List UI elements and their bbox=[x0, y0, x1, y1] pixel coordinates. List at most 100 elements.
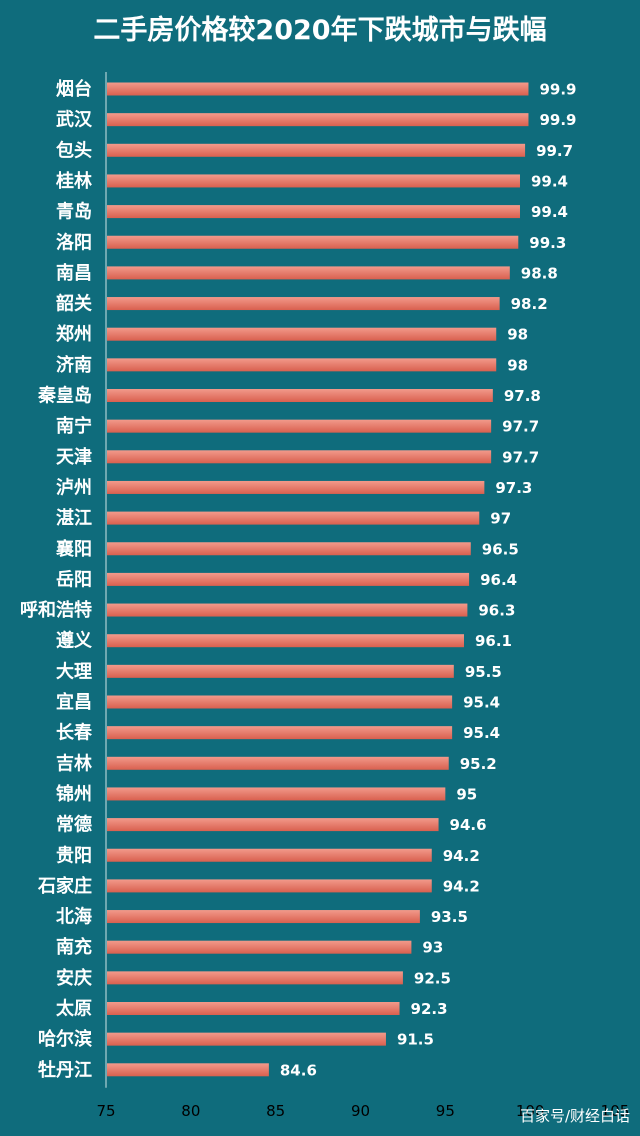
bar bbox=[107, 389, 493, 402]
category-label: 洛阳 bbox=[56, 231, 92, 253]
category-label: 吉林 bbox=[56, 752, 92, 774]
bar bbox=[107, 542, 471, 556]
bar bbox=[107, 450, 492, 464]
value-label: 94.2 bbox=[443, 877, 480, 895]
value-label: 97.7 bbox=[502, 448, 539, 466]
category-label: 大理 bbox=[56, 660, 92, 682]
bar bbox=[107, 327, 497, 341]
bar bbox=[107, 113, 529, 127]
chart-title: 二手房价格较2020年下跌城市与跌幅 bbox=[93, 15, 547, 46]
category-label: 哈尔滨 bbox=[38, 1028, 92, 1050]
watermark: 百家号/财经白话 bbox=[519, 1107, 630, 1125]
category-label: 锦州 bbox=[56, 783, 92, 805]
value-label: 96.5 bbox=[482, 540, 519, 558]
category-label: 襄阳 bbox=[55, 538, 92, 560]
bar bbox=[107, 879, 432, 893]
value-label: 97.3 bbox=[495, 479, 532, 497]
bar bbox=[107, 174, 520, 188]
value-label: 98 bbox=[507, 326, 528, 344]
x-tick-label: 90 bbox=[351, 1102, 370, 1120]
value-label: 93.5 bbox=[431, 908, 468, 926]
category-label: 太原 bbox=[56, 998, 92, 1020]
category-label: 南充 bbox=[56, 936, 92, 958]
bar bbox=[107, 1002, 400, 1015]
x-tick-label: 95 bbox=[436, 1102, 455, 1120]
category-label: 北海 bbox=[56, 906, 92, 928]
bar bbox=[107, 1063, 269, 1077]
bar bbox=[107, 358, 497, 372]
category-label: 南宁 bbox=[56, 415, 92, 437]
value-label: 92.3 bbox=[411, 1000, 448, 1018]
bar bbox=[107, 910, 420, 924]
category-label: 牡丹江 bbox=[38, 1059, 92, 1081]
value-label: 96.3 bbox=[478, 602, 515, 620]
category-label: 济南 bbox=[56, 354, 92, 376]
value-label: 99.4 bbox=[531, 172, 568, 190]
value-label: 98.8 bbox=[521, 264, 558, 282]
value-label: 98 bbox=[507, 356, 528, 374]
category-label: 泸州 bbox=[56, 477, 92, 498]
bar bbox=[107, 787, 446, 801]
value-label: 95.5 bbox=[465, 663, 502, 681]
x-tick-label: 105 bbox=[601, 1102, 630, 1120]
category-label: 秦皇岛 bbox=[37, 385, 92, 407]
value-label: 93 bbox=[422, 939, 443, 957]
bar bbox=[107, 511, 480, 525]
bar bbox=[107, 82, 529, 96]
bar bbox=[107, 480, 485, 494]
bar bbox=[107, 695, 453, 709]
value-label: 96.4 bbox=[480, 571, 517, 589]
bar bbox=[107, 634, 464, 648]
value-label: 94.2 bbox=[443, 847, 480, 865]
x-tick-label: 100 bbox=[516, 1102, 545, 1120]
bar bbox=[107, 603, 468, 617]
category-label: 贵阳 bbox=[56, 845, 92, 866]
category-label: 桂林 bbox=[55, 170, 92, 192]
value-label: 97.8 bbox=[504, 387, 541, 405]
category-label: 长春 bbox=[56, 722, 93, 744]
category-label: 宜昌 bbox=[56, 691, 92, 713]
value-label: 95.4 bbox=[463, 694, 500, 712]
bar bbox=[107, 266, 510, 280]
value-label: 91.5 bbox=[397, 1031, 434, 1049]
bar bbox=[107, 664, 454, 678]
value-label: 98.2 bbox=[511, 295, 548, 313]
category-label: 郑州 bbox=[56, 323, 92, 345]
value-label: 96.1 bbox=[475, 632, 512, 650]
value-label: 99.3 bbox=[529, 234, 566, 252]
bar bbox=[107, 205, 520, 219]
value-label: 95.4 bbox=[463, 724, 500, 742]
value-label: 97 bbox=[490, 510, 511, 528]
category-label: 常德 bbox=[56, 814, 92, 836]
bar bbox=[107, 235, 519, 249]
bar bbox=[107, 1032, 386, 1046]
category-label: 呼和浩特 bbox=[20, 599, 92, 621]
bar bbox=[107, 143, 526, 157]
value-label: 92.5 bbox=[414, 969, 451, 987]
x-tick-label: 85 bbox=[266, 1102, 285, 1120]
bar bbox=[107, 756, 449, 770]
value-label: 99.7 bbox=[536, 142, 573, 160]
bar bbox=[107, 572, 470, 586]
category-label: 岳阳 bbox=[56, 569, 92, 590]
bar bbox=[107, 971, 403, 985]
value-label: 97.7 bbox=[502, 418, 539, 436]
bar bbox=[107, 848, 432, 862]
bar bbox=[107, 297, 500, 311]
category-label: 安庆 bbox=[56, 967, 92, 989]
value-label: 95.2 bbox=[460, 755, 497, 773]
value-label: 99.4 bbox=[531, 203, 568, 221]
bar bbox=[107, 419, 492, 433]
x-tick-label: 75 bbox=[96, 1102, 115, 1120]
category-label: 南昌 bbox=[56, 262, 92, 284]
category-label: 遵义 bbox=[56, 630, 92, 652]
bar bbox=[107, 940, 412, 954]
category-label: 天津 bbox=[56, 446, 92, 468]
category-label: 湛江 bbox=[56, 507, 92, 529]
category-label: 包头 bbox=[56, 139, 92, 161]
category-label: 烟台 bbox=[56, 78, 92, 100]
category-label: 石家庄 bbox=[37, 875, 92, 897]
x-tick-label: 80 bbox=[181, 1102, 200, 1120]
value-label: 84.6 bbox=[280, 1061, 317, 1079]
